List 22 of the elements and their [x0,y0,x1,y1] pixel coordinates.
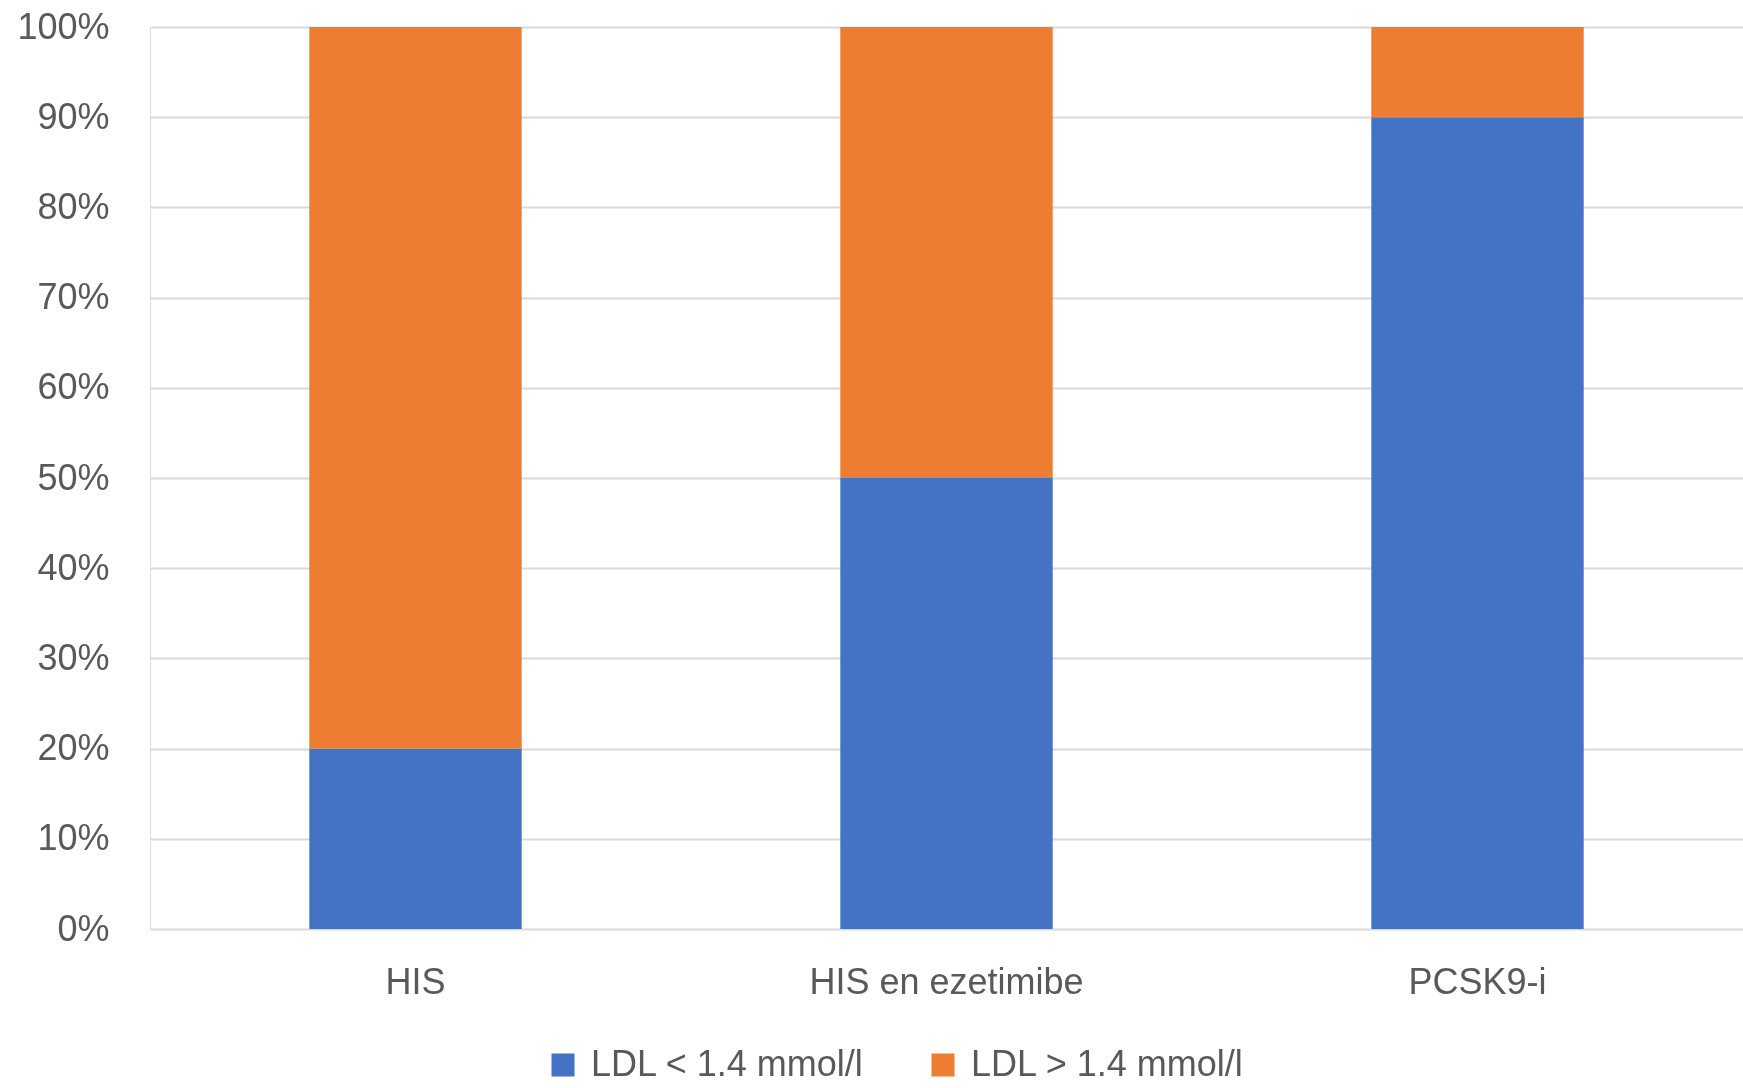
y-tick-label: 0% [57,907,110,949]
bar [1371,27,1584,118]
y-tick-label: 80% [37,185,110,227]
bar [1371,117,1584,929]
y-tick-label: 70% [37,276,110,318]
y-tick-label: 40% [37,546,110,588]
legend-label: LDL < 1.4 mmol/l [591,1043,863,1084]
y-tick-label: 60% [37,366,110,408]
bar [309,748,522,929]
x-tick-label: PCSK9-i [1408,960,1547,1002]
y-tick-label: 100% [17,5,110,47]
x-tick-label: HIS en ezetimibe [809,960,1084,1002]
y-tick-label: 20% [37,727,110,769]
y-tick-label: 90% [37,95,110,137]
y-tick-label: 30% [37,636,110,678]
bar [840,27,1053,478]
y-tick-label: 50% [37,456,110,498]
bar [309,27,522,749]
legend-label: LDL > 1.4 mmol/l [971,1043,1243,1084]
bar [840,478,1053,929]
y-tick-label: 10% [37,817,110,859]
x-tick-label: HIS [385,960,446,1002]
